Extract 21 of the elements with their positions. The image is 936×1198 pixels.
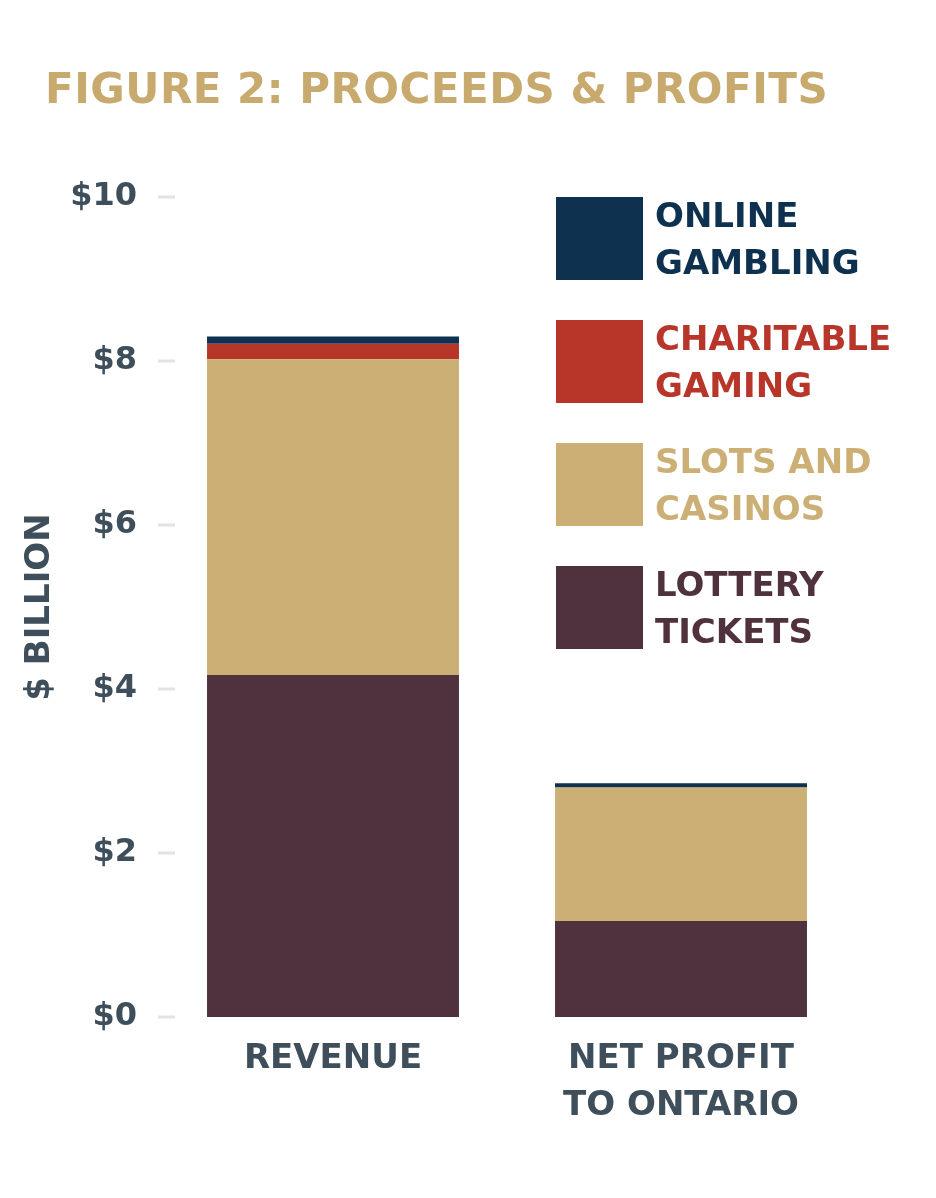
bar (555, 921, 807, 1017)
text: LOTTERY TICKETS (655, 563, 825, 653)
y-tick-label: $10 (70, 175, 137, 214)
text: SLOTS AND CASINOS (655, 440, 873, 530)
y-tick-label: $8 (92, 339, 137, 378)
text: CHARITABLE GAMING (655, 317, 893, 407)
y-tick-label: $2 (92, 831, 137, 870)
y-axis-title: $ BILLION (17, 513, 58, 701)
bar (207, 343, 459, 360)
y-tick-label: $6 (92, 503, 137, 542)
x-tick-label: NET PROFIT TO ONTARIO (563, 1035, 799, 1124)
bar (555, 783, 807, 788)
text: ONLINE GAMBLING (655, 194, 861, 284)
chart-title: FIGURE 2: PROCEEDS & PROFITS (45, 64, 829, 113)
y-tick-label: $0 (92, 995, 137, 1034)
bar (207, 359, 459, 676)
bar (555, 787, 807, 922)
bar (207, 675, 459, 1017)
x-tick-label: REVENUE (243, 1035, 423, 1076)
y-tick-label: $4 (92, 667, 137, 706)
bar (207, 336, 459, 344)
